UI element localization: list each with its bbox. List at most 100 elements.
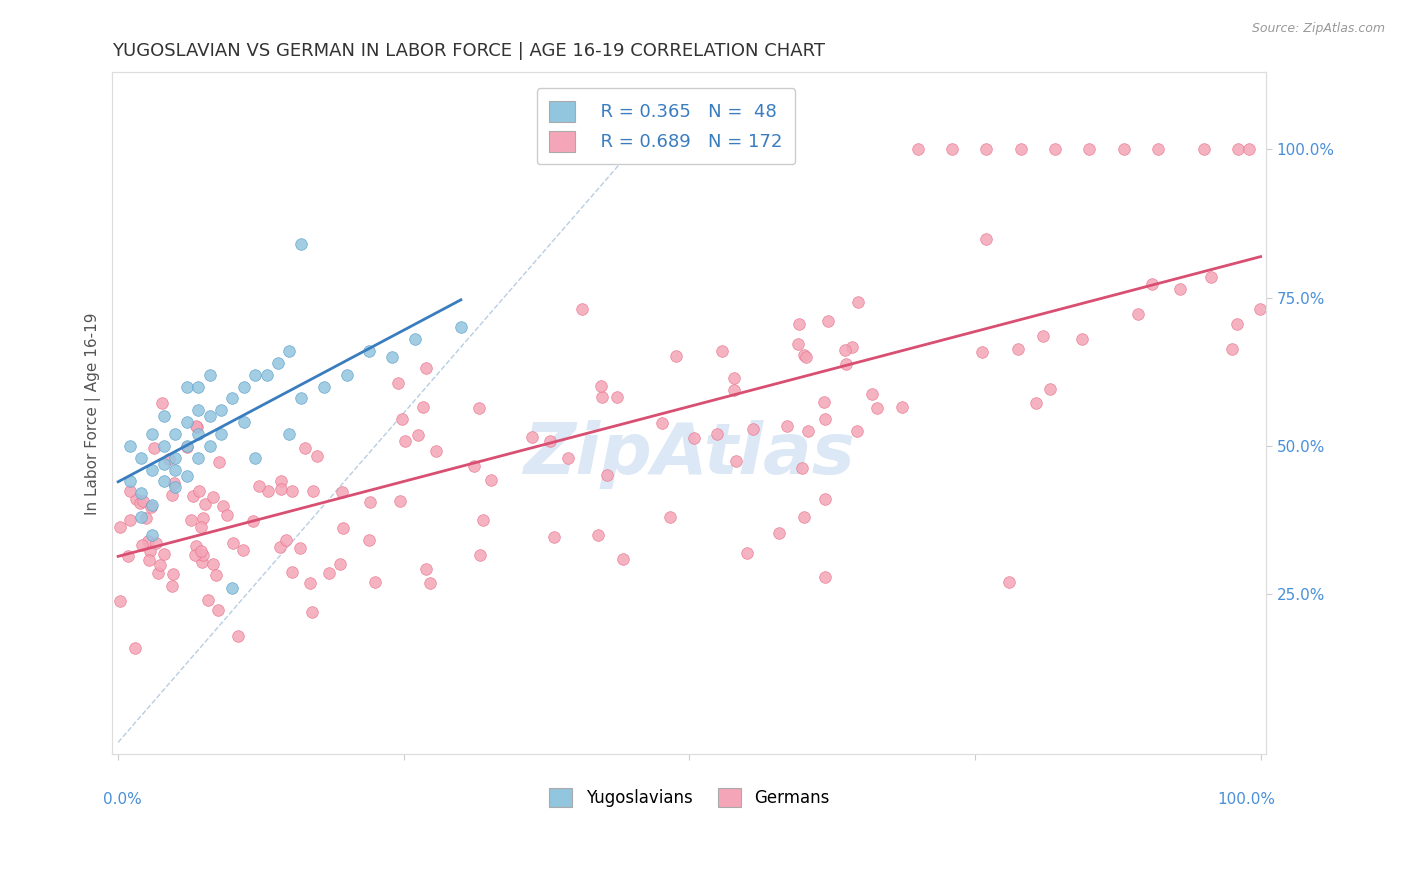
Point xyxy=(165,450,187,465)
Point xyxy=(330,484,353,499)
Point xyxy=(387,376,409,390)
Point xyxy=(406,428,429,442)
Point xyxy=(136,533,159,548)
Point xyxy=(612,551,634,566)
Point xyxy=(479,473,502,487)
Point xyxy=(153,547,176,561)
Point xyxy=(586,528,609,542)
Point xyxy=(606,390,628,404)
Point xyxy=(209,427,232,442)
Point xyxy=(538,434,561,448)
Point xyxy=(176,415,198,429)
Point xyxy=(305,449,328,463)
Point xyxy=(117,549,139,563)
Point xyxy=(793,348,815,362)
Point xyxy=(846,295,869,310)
Point xyxy=(197,592,219,607)
Point xyxy=(270,475,292,489)
Point xyxy=(723,383,745,397)
Text: ZipAtlas: ZipAtlas xyxy=(523,420,855,489)
Point xyxy=(256,368,278,382)
Point xyxy=(165,480,187,494)
Point xyxy=(149,558,172,573)
Point xyxy=(245,450,267,465)
Point xyxy=(245,368,267,382)
Point xyxy=(288,541,311,556)
Point xyxy=(388,493,411,508)
Point xyxy=(683,431,706,445)
Point xyxy=(1192,143,1215,157)
Point xyxy=(141,427,163,442)
Point xyxy=(120,483,142,498)
Point xyxy=(793,510,815,524)
Point xyxy=(194,497,217,511)
Point xyxy=(290,237,312,252)
Point xyxy=(790,461,813,475)
Point xyxy=(768,526,790,541)
Point xyxy=(165,427,187,442)
Point xyxy=(247,479,270,493)
Point xyxy=(209,403,232,417)
Point xyxy=(318,566,340,581)
Point xyxy=(129,450,152,465)
Point xyxy=(1078,143,1101,157)
Point xyxy=(797,425,820,439)
Point xyxy=(278,344,301,359)
Point xyxy=(860,387,883,401)
Point xyxy=(651,416,673,430)
Point xyxy=(735,546,758,560)
Point xyxy=(404,332,426,346)
Point xyxy=(208,454,231,468)
Point xyxy=(191,555,214,569)
Point xyxy=(1112,143,1135,157)
Point xyxy=(741,422,763,436)
Point xyxy=(659,510,682,524)
Point xyxy=(814,570,837,584)
Point xyxy=(890,400,912,414)
Point xyxy=(141,528,163,542)
Point xyxy=(394,434,416,449)
Point xyxy=(776,419,799,434)
Point xyxy=(336,368,359,382)
Point xyxy=(1142,277,1164,292)
Point xyxy=(1220,343,1243,357)
Point xyxy=(907,143,929,157)
Point xyxy=(212,499,235,513)
Point xyxy=(187,483,209,498)
Point xyxy=(153,457,176,471)
Point xyxy=(205,568,228,582)
Point xyxy=(595,468,617,483)
Point xyxy=(1043,143,1066,157)
Text: Source: ZipAtlas.com: Source: ZipAtlas.com xyxy=(1251,22,1385,36)
Point xyxy=(419,576,441,591)
Point xyxy=(129,496,152,510)
Point xyxy=(162,567,184,582)
Point xyxy=(146,566,169,580)
Point xyxy=(1126,307,1149,321)
Point xyxy=(1007,342,1029,356)
Point xyxy=(198,409,221,424)
Point xyxy=(817,314,839,328)
Point xyxy=(359,344,381,359)
Point xyxy=(221,392,243,406)
Point xyxy=(1226,317,1249,331)
Point xyxy=(198,439,221,453)
Point xyxy=(301,605,323,619)
Point xyxy=(415,360,437,375)
Point xyxy=(129,486,152,500)
Point xyxy=(1237,143,1260,157)
Point xyxy=(267,356,290,370)
Point xyxy=(1025,396,1047,410)
Point xyxy=(571,301,593,316)
Point xyxy=(187,450,209,465)
Point xyxy=(845,424,868,438)
Point xyxy=(359,495,381,509)
Point xyxy=(193,511,215,525)
Point xyxy=(184,548,207,562)
Point xyxy=(425,444,447,458)
Point xyxy=(165,463,187,477)
Point xyxy=(160,579,183,593)
Point xyxy=(108,594,131,608)
Point xyxy=(118,475,141,489)
Text: 0.0%: 0.0% xyxy=(103,792,142,806)
